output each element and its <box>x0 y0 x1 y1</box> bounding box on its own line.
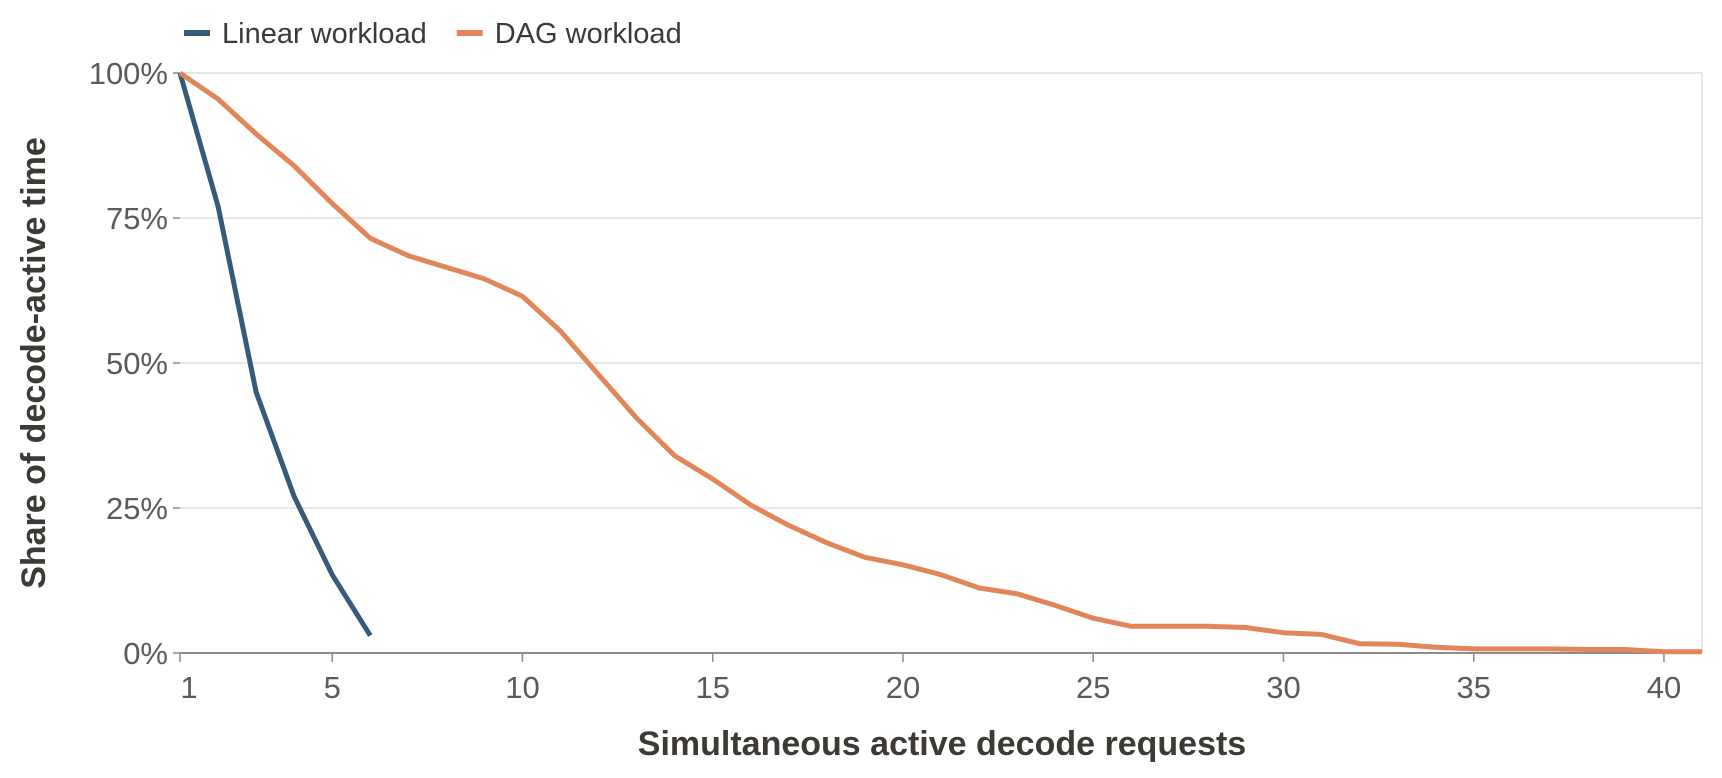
x-tick-label: 40 <box>1647 670 1681 705</box>
y-tick-label: 50% <box>106 346 168 381</box>
tick-labels: 0%25%50%75%100%1 5 10 15 20 25 30 35 40 <box>89 56 1681 705</box>
x-tick-label: 25 <box>1076 670 1110 705</box>
x-tick-label: 30 <box>1266 670 1300 705</box>
series-lines <box>177 70 1702 655</box>
x-tick-label: 10 <box>505 670 539 705</box>
legend: Linear workload DAG workload <box>184 18 682 50</box>
y-tick-label: 25% <box>106 491 168 526</box>
y-axis-title: Share of decode-active time <box>15 137 53 589</box>
x-axis-title: Simultaneous active decode requests <box>638 725 1246 763</box>
y-tick-label: 75% <box>106 201 168 236</box>
legend-label: Linear workload <box>222 18 427 50</box>
x-tick-label: 15 <box>695 670 729 705</box>
x-tick-label: 1 <box>180 670 197 705</box>
x-tick-label: 35 <box>1456 670 1490 705</box>
y-tick-label: 100% <box>89 56 168 91</box>
y-tick-label: 0% <box>123 636 168 671</box>
x-tick-label: 20 <box>886 670 920 705</box>
series-line-linear-workload <box>177 72 373 637</box>
series-line-dag-workload <box>178 70 1702 655</box>
legend-label: DAG workload <box>495 18 682 50</box>
grid <box>180 72 1703 653</box>
axes <box>173 72 1702 662</box>
x-tick-label: 5 <box>324 670 341 705</box>
